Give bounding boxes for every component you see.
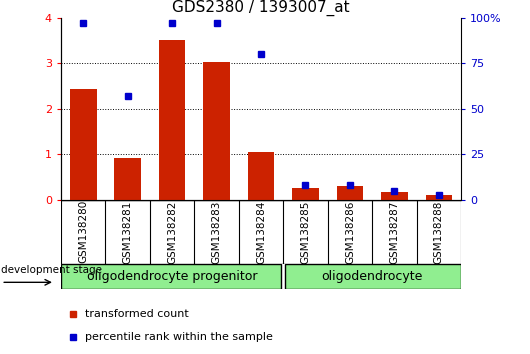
Bar	[426, 195, 452, 200]
Bar	[114, 158, 141, 200]
Text: oligodendrocyte progenitor: oligodendrocyte progenitor	[87, 270, 258, 282]
Text: GSM138285: GSM138285	[301, 200, 311, 264]
Text: GSM138288: GSM138288	[434, 200, 444, 264]
Text: GSM138284: GSM138284	[256, 200, 266, 264]
Bar	[70, 89, 96, 200]
Bar	[337, 186, 363, 200]
Bar	[285, 264, 461, 289]
Bar	[381, 192, 408, 200]
Text: GSM138283: GSM138283	[211, 200, 222, 264]
Text: GSM138280: GSM138280	[78, 200, 88, 263]
Bar	[292, 188, 319, 200]
Bar	[61, 264, 281, 289]
Title: GDS2380 / 1393007_at: GDS2380 / 1393007_at	[172, 0, 350, 16]
Text: percentile rank within the sample: percentile rank within the sample	[85, 332, 273, 342]
Bar	[248, 152, 275, 200]
Text: GSM138282: GSM138282	[167, 200, 177, 264]
Text: oligodendrocyte: oligodendrocyte	[322, 270, 423, 282]
Text: GSM138286: GSM138286	[345, 200, 355, 264]
Bar	[159, 40, 186, 200]
Text: GSM138281: GSM138281	[122, 200, 132, 264]
Text: GSM138287: GSM138287	[390, 200, 400, 264]
Bar	[203, 62, 230, 200]
Text: development stage: development stage	[1, 265, 102, 275]
Text: transformed count: transformed count	[85, 309, 189, 319]
